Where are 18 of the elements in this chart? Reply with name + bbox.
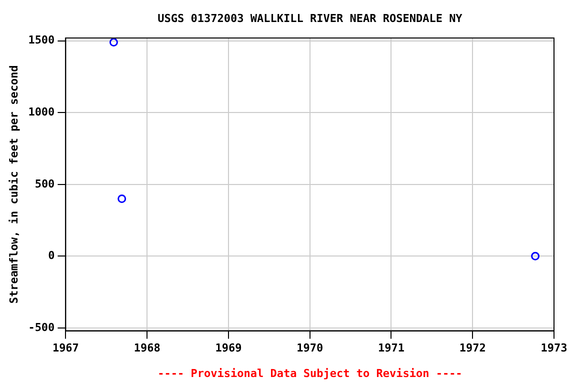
y-tick-label: 1000 — [28, 105, 55, 118]
x-tick-label: 1969 — [215, 341, 242, 354]
chart-title: USGS 01372003 WALLKILL RIVER NEAR ROSENDALE NY — [156, 12, 464, 25]
point — [118, 194, 126, 204]
text: ---- Provisional Data Subject to Revision ---- — [156, 367, 464, 380]
x-tick-label: 1970 — [296, 341, 324, 354]
point — [531, 252, 540, 260]
y-tick-label: 0 — [48, 249, 55, 262]
x-tick-label: 1972 — [459, 341, 486, 354]
x-tick-label: 1967 — [52, 341, 79, 354]
x-tick-label: 1971 — [378, 341, 405, 354]
y-tick-label: 1500 — [28, 34, 55, 47]
y-axis-title: Streamflow, in cubic feet per second — [7, 65, 20, 304]
y-tick-label: -500 — [28, 320, 55, 334]
x-tick-label: 1973 — [540, 341, 568, 354]
x-tick-label: 1968 — [134, 341, 160, 354]
y-tick-label: 500 — [34, 177, 55, 190]
point — [109, 38, 118, 47]
